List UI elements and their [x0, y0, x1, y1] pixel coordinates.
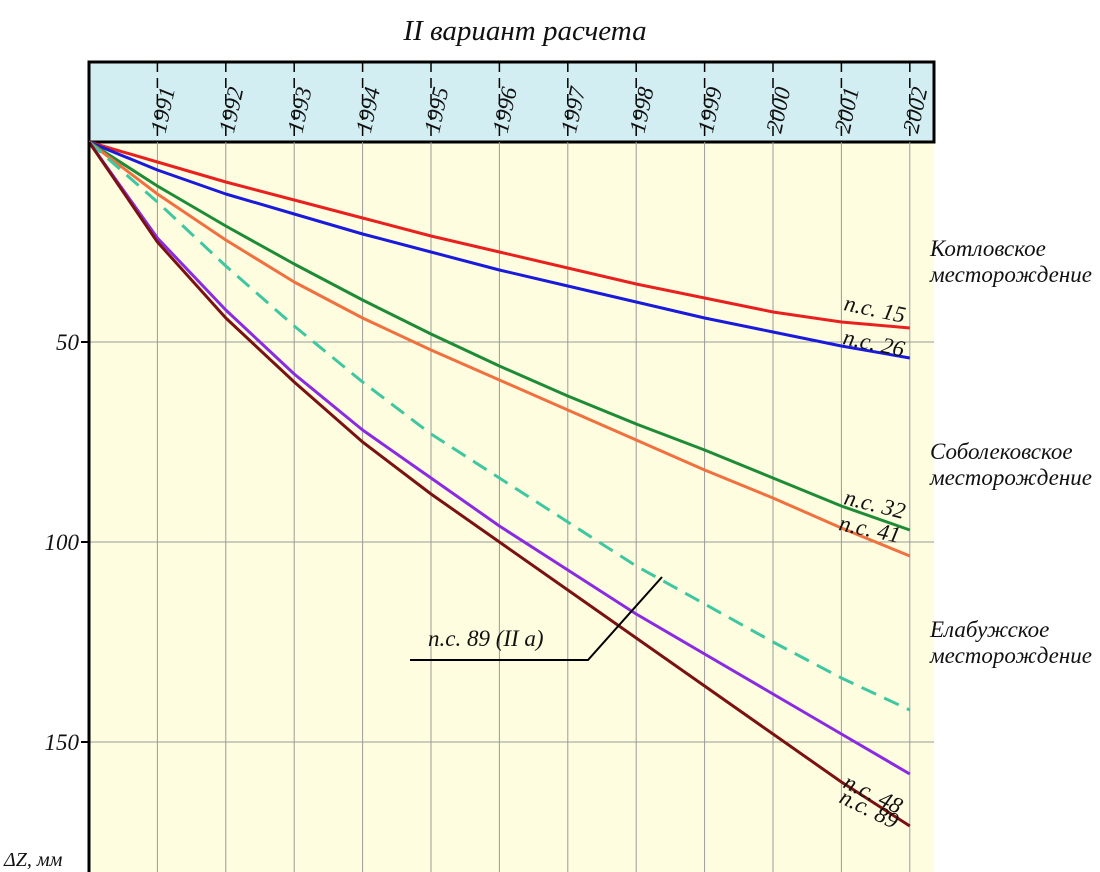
grid — [81, 62, 934, 872]
y-axis-labels: 50 100 150 — [45, 330, 80, 755]
deposit-label-sobolekovskoe: Соболековское месторождение — [929, 439, 1092, 490]
series-line — [87, 141, 911, 776]
series-line — [88, 140, 911, 360]
deposit-label-line: Елабужское — [929, 617, 1049, 642]
chart-title: II вариант расчета — [402, 15, 646, 47]
leader-line — [410, 576, 663, 661]
deposit-label-line: месторождение — [929, 262, 1092, 287]
y-tick-label: 50 — [56, 330, 80, 355]
plot-area — [89, 142, 934, 872]
deposit-label-kotlovskoe: Котловское месторождение — [929, 236, 1092, 287]
y-tick-label: 150 — [45, 730, 80, 755]
deposit-label-line: месторождение — [929, 643, 1092, 668]
y-axis-label: ΔZ, мм — [3, 849, 63, 871]
series-line — [87, 141, 911, 828]
deposit-label-line: месторождение — [929, 465, 1092, 490]
deposit-label-elabuzhskoe: Елабужское месторождение — [929, 617, 1092, 668]
deposit-label-line: Котловское — [929, 236, 1046, 261]
year-header — [87, 60, 936, 144]
deposit-label-line: Соболековское — [930, 439, 1073, 464]
series-line — [88, 140, 910, 330]
series-label-leader: п.с. 89 (II а) — [428, 626, 544, 651]
y-tick-label: 100 — [45, 530, 80, 555]
series-line — [88, 140, 911, 532]
series-line — [88, 140, 911, 558]
series-lines — [87, 140, 911, 828]
series-line — [88, 140, 911, 712]
